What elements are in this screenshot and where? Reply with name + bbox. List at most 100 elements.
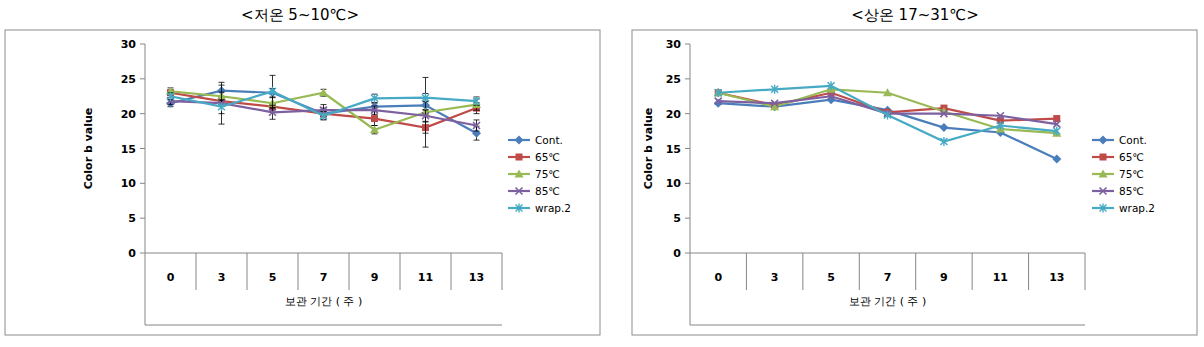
chart-frame <box>632 30 1197 335</box>
marker <box>269 109 276 116</box>
legend-marker <box>515 136 524 145</box>
legend-label: 65℃ <box>535 151 560 163</box>
y-tick <box>685 78 690 79</box>
x-axis <box>145 253 502 254</box>
y-tick <box>685 183 690 184</box>
category-separator <box>1085 253 1086 290</box>
marker <box>422 112 429 119</box>
marker <box>167 92 174 101</box>
y-tick <box>140 78 145 79</box>
legend-marker <box>1099 136 1108 145</box>
x-tick-label: 11 <box>418 271 433 284</box>
x-axis-title: 보관 기간 ( 주 ) <box>849 295 927 308</box>
marker <box>422 93 429 102</box>
category-separator <box>196 253 197 290</box>
x-tick-label: 0 <box>167 271 175 284</box>
marker <box>828 93 835 100</box>
marker <box>884 111 891 120</box>
x-tick-label: 5 <box>827 271 835 284</box>
legend-marker <box>516 188 523 195</box>
legend-label: Cont. <box>1119 134 1147 146</box>
marker <box>473 97 480 106</box>
legend-marker <box>1100 188 1107 195</box>
legend-label: 85℃ <box>535 185 560 197</box>
category-separator <box>451 253 452 290</box>
y-tick-label: 15 <box>121 143 136 156</box>
x-tick-label: 13 <box>1049 271 1064 284</box>
y-axis-title: Color b value <box>82 108 95 190</box>
category-separator <box>802 253 803 290</box>
y-tick-label: 30 <box>666 38 682 51</box>
plot-area <box>166 75 481 147</box>
marker <box>883 88 892 96</box>
y-tick <box>140 218 145 219</box>
figure: <저온 5~10℃>051015202530Color b value03579… <box>0 0 1204 347</box>
marker <box>269 87 276 96</box>
marker <box>939 123 948 132</box>
marker <box>1053 121 1060 128</box>
category-separator <box>502 253 503 290</box>
legend-marker <box>1100 154 1107 161</box>
legend-label: 75℃ <box>535 168 560 180</box>
y-tick-label: 5 <box>128 212 136 225</box>
legend-label: Cont. <box>535 134 563 146</box>
y-tick-label: 20 <box>121 108 137 121</box>
series-line <box>718 86 1057 142</box>
x-axis <box>690 253 1085 254</box>
legend-label: 85℃ <box>1119 185 1144 197</box>
legend-entry: wrap.2 <box>508 202 571 214</box>
y-axis-title: Color b value <box>642 108 655 190</box>
marker <box>371 94 378 103</box>
x-tick-label: 13 <box>469 271 484 284</box>
title: <저온 5~10℃> <box>241 6 359 24</box>
category-separator <box>915 253 916 290</box>
x-tick-label: 5 <box>269 271 277 284</box>
category-separator <box>400 253 401 290</box>
y-tick-label: 5 <box>673 212 681 225</box>
marker <box>371 115 378 122</box>
marker <box>997 112 1004 119</box>
x-tick-label: 7 <box>320 271 328 284</box>
category-separator <box>972 253 973 290</box>
y-tick-label: 25 <box>666 73 681 86</box>
legend-entry: 75℃ <box>1092 168 1144 180</box>
plot-area <box>714 81 1062 163</box>
legend-label: wrap.2 <box>1119 202 1155 214</box>
chart: <상온 17~31℃>051015202530Color b value0357… <box>632 6 1197 335</box>
y-tick-label: 10 <box>666 177 682 190</box>
legend-entry: 85℃ <box>508 185 560 197</box>
y-tick-label: 10 <box>121 177 137 190</box>
legend-entry: 65℃ <box>508 151 560 163</box>
marker <box>473 122 480 129</box>
marker <box>715 98 722 105</box>
category-separator <box>298 253 299 290</box>
y-tick-label: 0 <box>128 247 136 260</box>
legend-entry: Cont. <box>1092 134 1147 146</box>
x-tick-label: 7 <box>884 271 892 284</box>
marker <box>940 137 947 146</box>
legend-marker <box>516 154 523 161</box>
marker <box>997 121 1004 130</box>
marker <box>1053 127 1060 136</box>
y-tick <box>685 113 690 114</box>
legend-entry: 85℃ <box>1092 185 1144 197</box>
legend-label: wrap.2 <box>535 202 571 214</box>
legend-entry: wrap.2 <box>1092 202 1155 214</box>
y-tick <box>685 44 690 45</box>
marker <box>370 125 379 133</box>
y-tick <box>685 253 690 254</box>
x-tick-label: 0 <box>714 271 722 284</box>
y-axis <box>145 44 146 325</box>
y-tick-label: 30 <box>121 38 137 51</box>
legend-marker <box>1100 204 1107 213</box>
legend-marker <box>516 204 523 213</box>
category-separator <box>349 253 350 290</box>
legend-entry: Cont. <box>508 134 563 146</box>
marker <box>218 102 225 111</box>
category-separator <box>859 253 860 290</box>
x-tick-label: 9 <box>371 271 379 284</box>
legend-label: 65℃ <box>1119 151 1144 163</box>
legend-label: 75℃ <box>1119 168 1144 180</box>
marker <box>771 85 778 94</box>
marker <box>320 111 327 120</box>
